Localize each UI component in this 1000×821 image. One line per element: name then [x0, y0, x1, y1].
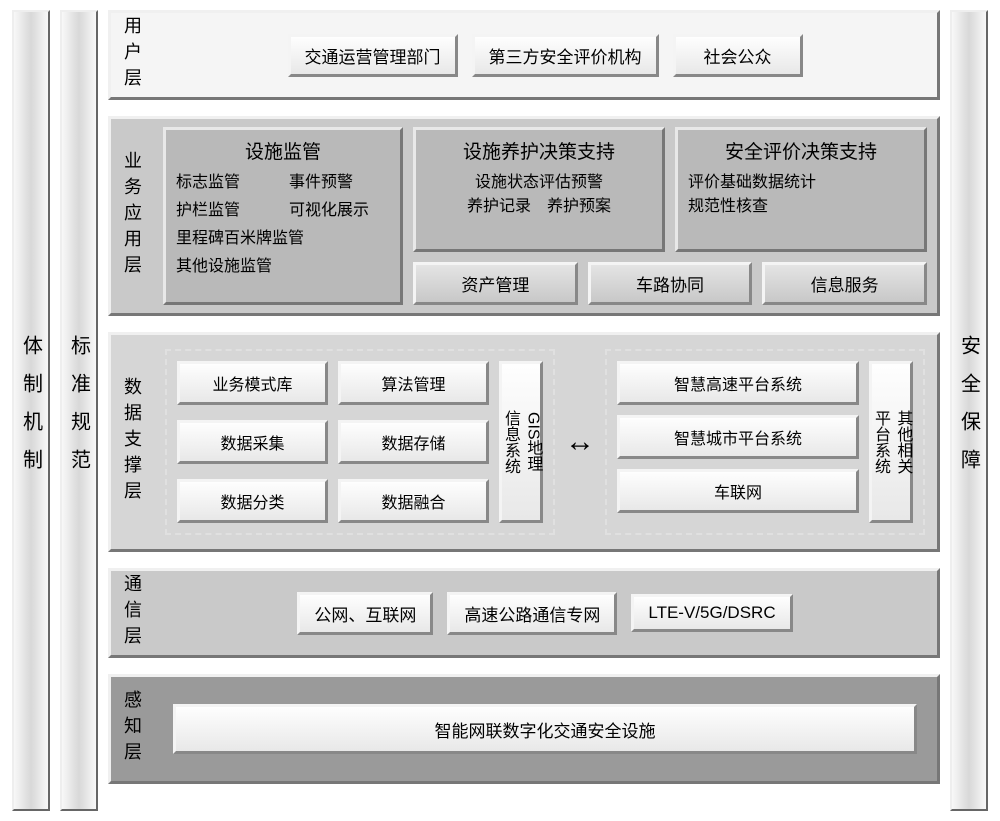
layer-body: 智能网联数字化交通安全设施 — [153, 677, 937, 781]
data-item: 数据存储 — [338, 420, 489, 464]
biz-right-bottom-row: 资产管理 车路协同 信息服务 — [413, 262, 927, 305]
biz-safety-evaluation: 安全评价决策支持 评价基础数据统计 规范性核查 — [675, 127, 927, 252]
data-right-group: 智慧高速平台系统 智慧城市平台系统 车联网 其他相关 平台系统 — [605, 349, 925, 535]
biz-maintenance-support: 设施养护决策支持 设施状态评估预警 养护记录 养护预案 — [413, 127, 665, 252]
biz-right-column: 设施养护决策支持 设施状态评估预警 养护记录 养护预案 安全评价决策支持 评价基… — [413, 127, 927, 305]
biz-item: 护栏监管 — [176, 196, 277, 220]
layers-stack: 用户层 交通运营管理部门 第三方安全评价机构 社会公众 业务应用层 设施监管 标… — [108, 10, 940, 811]
biz-block-line: 规范性核查 — [688, 192, 914, 216]
biz-item: 其他设施监管 — [176, 252, 390, 276]
biz-facility-supervision: 设施监管 标志监管 事件预警 护栏监管 可视化展示 里程碑百米牌监管 其他设施监… — [163, 127, 403, 305]
user-item: 社会公众 — [673, 34, 803, 77]
biz-item: 车路协同 — [588, 262, 753, 305]
data-grid: 业务模式库 算法管理 数据采集 数据存储 数据分类 数据融合 — [177, 361, 489, 523]
data-item: 智慧城市平台系统 — [617, 415, 859, 459]
biz-right-top-row: 设施养护决策支持 设施状态评估预警 养护记录 养护预案 安全评价决策支持 评价基… — [413, 127, 927, 252]
layer-business: 业务应用层 设施监管 标志监管 事件预警 护栏监管 可视化展示 里程碑百米牌监管… — [108, 116, 940, 316]
data-other-platforms-box: 其他相关 平台系统 — [869, 361, 913, 523]
data-right-col: 智慧高速平台系统 智慧城市平台系统 车联网 — [617, 361, 859, 523]
pillar-label: 体制机制 — [17, 335, 46, 487]
layer-label: 用户层 — [111, 13, 153, 97]
biz-item: 标志监管 — [176, 168, 277, 192]
data-item: 业务模式库 — [177, 361, 328, 405]
data-gis-box: GIS地理 信息系统 — [499, 361, 543, 523]
biz-item: 可视化展示 — [289, 196, 390, 220]
biz-block-line: 养护记录 养护预案 — [426, 192, 652, 216]
layer-label: 业务应用层 — [111, 119, 153, 313]
pillar-label: 标准规范 — [65, 335, 94, 487]
architecture-diagram: 体制机制 标准规范 安全保障 用户层 交通运营管理部门 第三方安全评价机构 社会… — [0, 0, 1000, 821]
comm-item: LTE-V/5G/DSRC — [631, 594, 792, 632]
layer-label: 数据支撑层 — [111, 335, 153, 549]
layer-sensing: 感知层 智能网联数字化交通安全设施 — [108, 674, 940, 784]
comm-item: 高速公路通信专网 — [447, 592, 617, 635]
data-item: 算法管理 — [338, 361, 489, 405]
layer-body: 交通运营管理部门 第三方安全评价机构 社会公众 — [153, 13, 937, 97]
data-item: 数据采集 — [177, 420, 328, 464]
biz-item: 资产管理 — [413, 262, 578, 305]
layer-data: 数据支撑层 业务模式库 算法管理 数据采集 数据存储 数据分类 数据融合 GIS… — [108, 332, 940, 552]
bidirectional-arrow-icon: ↔ — [563, 427, 597, 457]
biz-item: 里程碑百米牌监管 — [176, 224, 390, 248]
pillar-standards: 标准规范 — [60, 10, 98, 811]
biz-item: 信息服务 — [762, 262, 927, 305]
sense-item: 智能网联数字化交通安全设施 — [173, 704, 917, 754]
data-item: 智慧高速平台系统 — [617, 361, 859, 405]
pillar-security: 安全保障 — [950, 10, 988, 811]
biz-block-title: 设施监管 — [176, 137, 390, 164]
data-item: 数据分类 — [177, 479, 328, 523]
data-left-group: 业务模式库 算法管理 数据采集 数据存储 数据分类 数据融合 GIS地理 信息系… — [165, 349, 555, 535]
comm-item: 公网、互联网 — [297, 592, 433, 635]
biz-block-title: 设施养护决策支持 — [426, 137, 652, 164]
user-item: 交通运营管理部门 — [288, 34, 458, 77]
biz-block-line: 评价基础数据统计 — [688, 168, 914, 192]
data-item: 车联网 — [617, 469, 859, 513]
layer-user: 用户层 交通运营管理部门 第三方安全评价机构 社会公众 — [108, 10, 940, 100]
pillar-label: 安全保障 — [955, 335, 984, 487]
biz-item: 事件预警 — [289, 168, 390, 192]
layer-body: 公网、互联网 高速公路通信专网 LTE-V/5G/DSRC — [153, 571, 937, 655]
biz-block-title: 安全评价决策支持 — [688, 137, 914, 164]
biz-left-grid: 标志监管 事件预警 护栏监管 可视化展示 里程碑百米牌监管 其他设施监管 — [176, 168, 390, 276]
user-item: 第三方安全评价机构 — [472, 34, 659, 77]
data-item: 数据融合 — [338, 479, 489, 523]
pillar-system-mechanism: 体制机制 — [12, 10, 50, 811]
layer-label: 感知层 — [111, 677, 153, 781]
layer-label: 通信层 — [111, 571, 153, 655]
layer-body: 业务模式库 算法管理 数据采集 数据存储 数据分类 数据融合 GIS地理 信息系… — [153, 335, 937, 549]
biz-block-line: 设施状态评估预警 — [426, 168, 652, 192]
layer-communication: 通信层 公网、互联网 高速公路通信专网 LTE-V/5G/DSRC — [108, 568, 940, 658]
layer-body: 设施监管 标志监管 事件预警 护栏监管 可视化展示 里程碑百米牌监管 其他设施监… — [153, 119, 937, 313]
